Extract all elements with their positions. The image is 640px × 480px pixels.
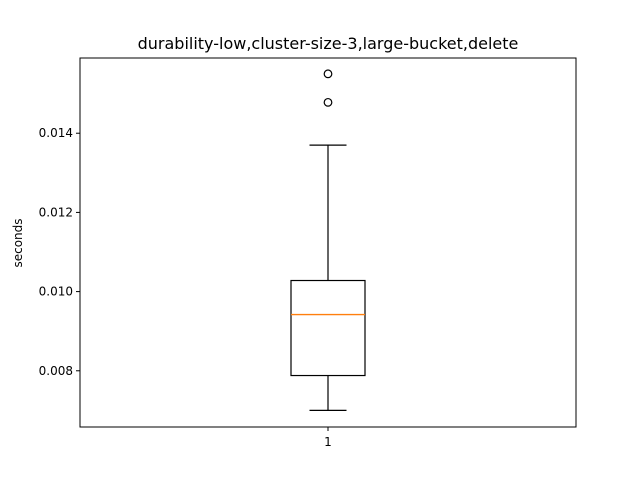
y-tick-label: 0.010	[39, 285, 73, 299]
y-tick-label: 0.008	[39, 364, 73, 378]
plot-frame	[79, 57, 577, 428]
outlier-point	[323, 69, 333, 79]
x-tick-label: 1	[324, 435, 332, 449]
chart-title: durability-low,cluster-size-3,large-buck…	[138, 34, 519, 53]
box	[290, 279, 366, 377]
plot-layer: 0.008 0.010 0.012 0.014 1	[39, 69, 366, 449]
y-tick-label: 0.014	[39, 126, 73, 140]
y-axis-label: seconds	[11, 218, 25, 267]
outlier-point	[323, 97, 333, 107]
y-tick-label: 0.012	[39, 205, 73, 219]
